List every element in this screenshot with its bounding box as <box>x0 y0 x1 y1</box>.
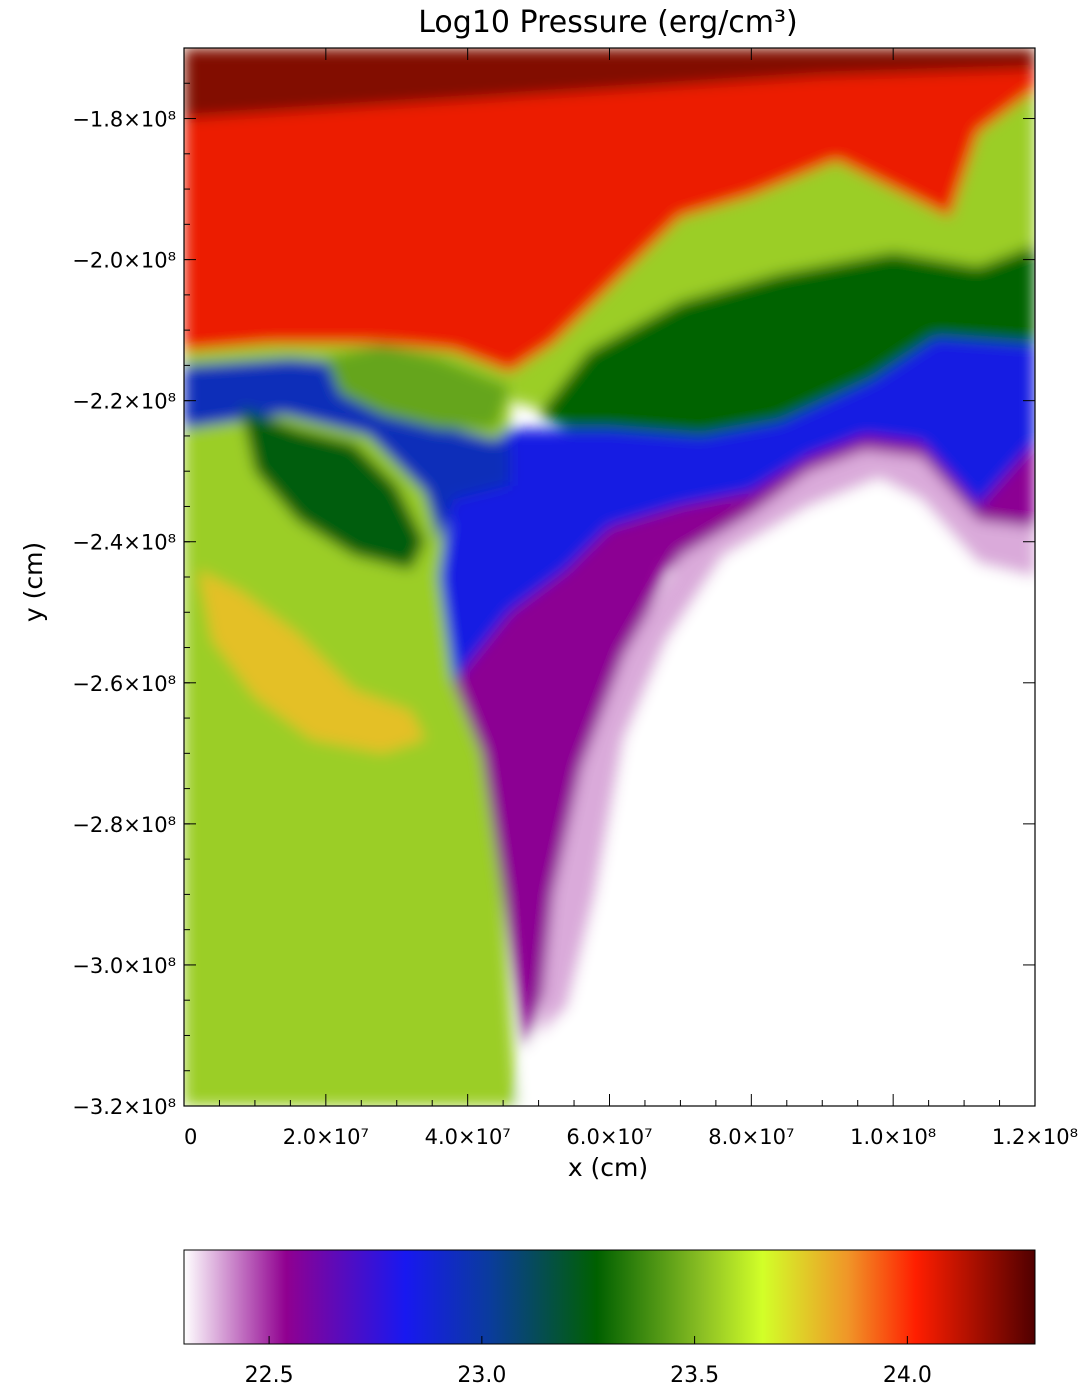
y-tick-label-1: −2.0×10⁸ <box>72 249 176 273</box>
heatmap-region-4 <box>439 337 1035 683</box>
x-tick-label-5: 1.0×10⁸ <box>850 1125 936 1149</box>
y-tick-label-2: −2.2×10⁸ <box>72 390 176 414</box>
colorbar: 22.5 23.0 23.5 24.0 <box>183 1249 1036 1388</box>
colorbar-fill <box>183 1249 1036 1345</box>
x-axis-label: x (cm) <box>568 1153 648 1182</box>
heatmap-region-5 <box>453 435 1035 1050</box>
x-tick-label-6: 1.2×10⁸ <box>992 1125 1078 1149</box>
heatmap-region-3 <box>538 245 1035 458</box>
x-tick-label-0: 0 <box>184 1125 197 1149</box>
x-tick-label-3: 6.0×10⁷ <box>566 1125 652 1149</box>
chart-title: Log10 Pressure (erg/cm³) <box>418 5 798 40</box>
colorbar-tick-label-2: 23.5 <box>670 1363 719 1388</box>
heatmap-region-1 <box>184 48 1035 119</box>
x-tick-label-4: 8.0×10⁷ <box>708 1125 794 1149</box>
x-tick-label-1: 2.0×10⁷ <box>283 1125 369 1149</box>
y-tick-label-7: −3.2×10⁸ <box>72 1095 176 1119</box>
y-tick-label-3: −2.4×10⁸ <box>72 531 176 555</box>
colorbar-tick-label-3: 24.0 <box>883 1363 932 1388</box>
y-axis-ticks: −1.8×10⁸ −2.0×10⁸ −2.2×10⁸ −2.4×10⁸ −2.6×10⁸… <box>72 47 1035 1119</box>
heatmap-region-0 <box>184 48 1035 373</box>
y-tick-label-5: −2.8×10⁸ <box>72 813 176 837</box>
heatmap-region-9 <box>184 358 511 542</box>
colorbar-tick-label-1: 23.0 <box>457 1363 506 1388</box>
y-axis-label: y (cm) <box>19 542 48 622</box>
colorbar-ticks: 22.5 23.0 23.5 24.0 <box>245 1336 932 1388</box>
x-axis-ticks: 0 2.0×10⁷ 4.0×10⁷ 6.0×10⁷ 8.0×10⁷ 1.0×10⁸ 1.2×… <box>183 48 1078 1149</box>
heatmap-regions <box>184 48 1035 1106</box>
y-tick-label-4: −2.6×10⁸ <box>72 672 176 696</box>
plot-area: 0 2.0×10⁷ 4.0×10⁷ 6.0×10⁷ 8.0×10⁷ 1.0×10⁸ 1.2×… <box>72 47 1078 1149</box>
heatmap-region-10 <box>240 407 426 570</box>
heatmap-region-6 <box>538 450 1035 1036</box>
y-tick-label-0: −1.8×10⁸ <box>72 108 176 132</box>
heatmap-region-7 <box>517 478 1035 1106</box>
x-tick-label-2: 4.0×10⁷ <box>425 1125 511 1149</box>
heatmap-region-12 <box>325 344 511 429</box>
y-tick-label-6: −3.0×10⁸ <box>72 954 176 978</box>
heatmap-region-11 <box>198 569 426 754</box>
colorbar-tick-label-0: 22.5 <box>245 1363 294 1388</box>
